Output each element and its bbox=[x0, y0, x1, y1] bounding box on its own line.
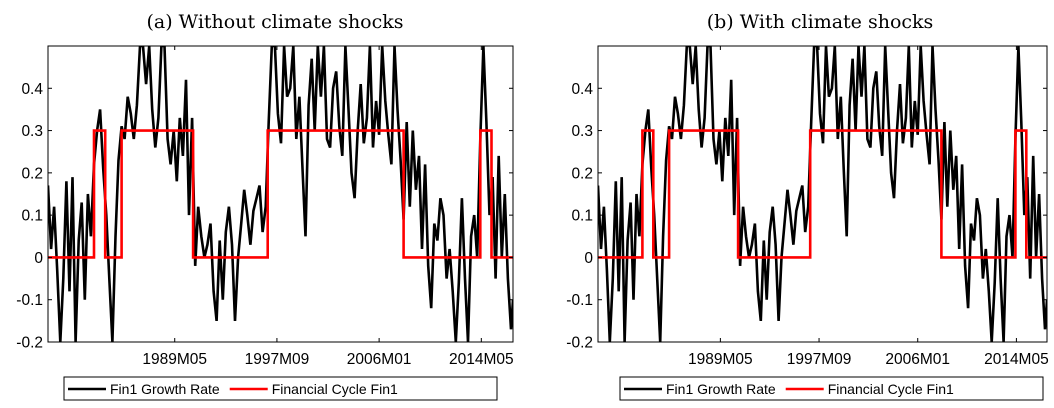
legend-item: Fin1 Growth Rate bbox=[68, 381, 220, 397]
plot-area bbox=[598, 46, 1047, 342]
legend: Fin1 Growth Rate Financial Cycle Fin1 bbox=[619, 376, 1044, 401]
y-tick-label: 0 bbox=[584, 250, 593, 267]
x-tick-label: 1997M09 bbox=[245, 351, 310, 368]
y-tick-label: 0.3 bbox=[21, 123, 43, 140]
legend-label: Fin1 Growth Rate bbox=[666, 381, 776, 397]
legend-box bbox=[63, 376, 498, 401]
x-tick-label: 2014M05 bbox=[449, 351, 514, 368]
x-tick-label: 2014M05 bbox=[984, 351, 1049, 368]
y-tick-label: 0.2 bbox=[571, 165, 593, 182]
legend-item: Financial Cycle Fin1 bbox=[229, 381, 398, 397]
legend-box bbox=[619, 376, 1044, 401]
legend: Fin1 Growth Rate Financial Cycle Fin1 bbox=[63, 376, 498, 401]
y-tick-label: 0.3 bbox=[571, 123, 593, 140]
legend-label: Financial Cycle Fin1 bbox=[272, 381, 398, 397]
series-line-financial-cycle bbox=[48, 129, 513, 259]
y-tick-label: 0.2 bbox=[21, 165, 43, 182]
x-tick-label: 2006M01 bbox=[885, 351, 950, 368]
legend-label: Fin1 Growth Rate bbox=[110, 381, 220, 397]
series-line-financial-cycle bbox=[598, 129, 1047, 259]
x-tick-label: 1997M09 bbox=[787, 351, 852, 368]
chart-title: (b) With climate shocks bbox=[707, 11, 934, 33]
axes-frame bbox=[47, 45, 514, 343]
y-tick-label: 0 bbox=[34, 250, 43, 267]
plot-area bbox=[48, 46, 513, 342]
chart-panel-b: (b) With climate shocks -0.2 -0.1 0 0.1 0.2 0.… bbox=[566, 11, 1049, 401]
legend-label: Financial Cycle Fin1 bbox=[828, 381, 954, 397]
y-tick-label: 0.1 bbox=[21, 208, 43, 225]
axes-frame bbox=[597, 45, 1048, 343]
chart-title: (a) Without climate shocks bbox=[146, 11, 403, 33]
y-tick-label: 0.1 bbox=[571, 208, 593, 225]
x-tick-label: 2006M01 bbox=[347, 351, 412, 368]
x-tick-label: 1989M05 bbox=[142, 351, 207, 368]
chart-panel-a: (a) Without climate shocks -0.2 -0.1 0 0.1 0.… bbox=[16, 11, 514, 401]
y-tick-label: 0.4 bbox=[21, 81, 43, 98]
series-line-growth-rate bbox=[598, 46, 1047, 342]
legend-item: Fin1 Growth Rate bbox=[624, 381, 776, 397]
y-tick-label: -0.1 bbox=[16, 292, 43, 309]
x-tick-label: 1989M05 bbox=[688, 351, 753, 368]
y-tick-label: -0.2 bbox=[566, 335, 593, 352]
y-tick-label: -0.2 bbox=[16, 335, 43, 352]
y-tick-label: 0.4 bbox=[571, 81, 593, 98]
y-tick-label: -0.1 bbox=[566, 292, 593, 309]
series-line-growth-rate bbox=[48, 46, 513, 342]
legend-item: Financial Cycle Fin1 bbox=[785, 381, 954, 397]
